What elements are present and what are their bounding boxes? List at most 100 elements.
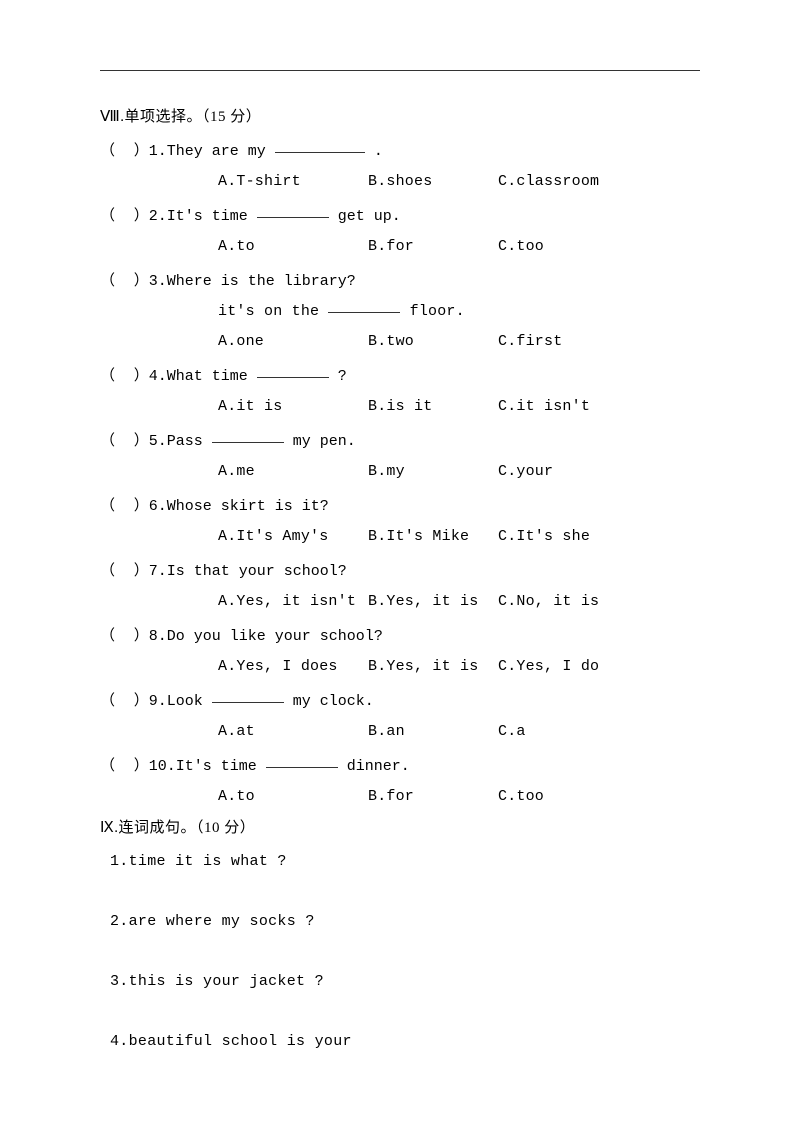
answer-blank-paren[interactable]: （ ）	[100, 628, 149, 644]
question-stem: （ ）10.It's time dinner.	[100, 751, 700, 782]
option-a[interactable]: A.me	[218, 457, 255, 487]
section-9-title: .连词成句。（10 分）	[114, 820, 255, 836]
top-rule	[100, 70, 700, 71]
answer-blank-paren[interactable]: （ ）	[100, 208, 149, 224]
options-row: A.me B.my C.your	[100, 457, 700, 487]
stem-text-after: .	[365, 143, 383, 160]
question-number: 8.	[149, 628, 167, 645]
question-number: 4.	[149, 368, 167, 385]
stem-line2-text: it's on the	[218, 303, 328, 320]
stem-text-after: dinner.	[338, 758, 410, 775]
option-c[interactable]: C.it isn't	[498, 392, 590, 422]
question-stem-line2: it's on the floor.	[100, 297, 700, 327]
question-number: 7.	[149, 563, 167, 580]
question-number: 1.	[149, 143, 167, 160]
answer-blank-paren[interactable]: （ ）	[100, 368, 149, 384]
stem-text: It's time	[167, 208, 257, 225]
question-number: 5.	[149, 433, 167, 450]
options-row: A.T-shirt B.shoes C.classroom	[100, 167, 700, 197]
fill-blank[interactable]	[257, 204, 329, 218]
stem-text: Is that your school?	[167, 563, 347, 580]
question-3: （ ）3.Where is the library?it's on the fl…	[100, 266, 700, 357]
option-b[interactable]: B.shoes	[368, 167, 432, 197]
option-b[interactable]: B.is it	[368, 392, 432, 422]
option-c[interactable]: C.too	[498, 232, 544, 262]
options-row: A.at B.an C.a	[100, 717, 700, 747]
option-b[interactable]: B.for	[368, 782, 414, 812]
question-number: 3.	[149, 273, 167, 290]
answer-blank-paren[interactable]: （ ）	[100, 758, 149, 774]
section-8-title: .单项选择。（15 分）	[120, 109, 261, 125]
answer-blank-paren[interactable]: （ ）	[100, 273, 149, 289]
option-a[interactable]: A.to	[218, 782, 255, 812]
stem-text: Where is the library?	[167, 273, 356, 290]
section-9-items: 1.time it is what ?2.are where my socks …	[100, 847, 700, 1057]
option-c[interactable]: C.classroom	[498, 167, 599, 197]
option-c[interactable]: C.your	[498, 457, 553, 487]
stem-text: Do you like your school?	[167, 628, 383, 645]
answer-blank-paren[interactable]: （ ）	[100, 563, 149, 579]
option-b[interactable]: B.two	[368, 327, 414, 357]
fill-blank[interactable]	[275, 139, 365, 153]
option-c[interactable]: C.Yes, I do	[498, 652, 599, 682]
question-stem: （ ）4.What time ?	[100, 361, 700, 392]
answer-blank-paren[interactable]: （ ）	[100, 433, 149, 449]
option-c[interactable]: C.a	[498, 717, 526, 747]
answer-blank-paren[interactable]: （ ）	[100, 693, 149, 709]
fill-blank[interactable]	[212, 689, 284, 703]
option-b[interactable]: B.an	[368, 717, 405, 747]
stem-text: It's time	[176, 758, 266, 775]
option-c[interactable]: C.No, it is	[498, 587, 599, 617]
options-row: A.to B.for C.too	[100, 232, 700, 262]
answer-blank-paren[interactable]: （ ）	[100, 498, 149, 514]
stem-text: Whose skirt is it?	[167, 498, 329, 515]
option-a[interactable]: A.at	[218, 717, 255, 747]
option-b[interactable]: B.It's Mike	[368, 522, 469, 552]
option-b[interactable]: B.for	[368, 232, 414, 262]
option-a[interactable]: A.Yes, I does	[218, 652, 338, 682]
options-row: A.it is B.is it C.it isn't	[100, 392, 700, 422]
section-8-heading: Ⅷ.单项选择。（15 分）	[100, 105, 700, 126]
option-b[interactable]: B.my	[368, 457, 405, 487]
option-a[interactable]: A.to	[218, 232, 255, 262]
option-a[interactable]: A.it is	[218, 392, 282, 422]
option-a[interactable]: A.Yes, it isn't	[218, 587, 356, 617]
question-stem: （ ）7.Is that your school?	[100, 556, 700, 587]
question-10: （ ）10.It's time dinner.A.to B.for C.too	[100, 751, 700, 812]
answer-blank-paren[interactable]: （ ）	[100, 143, 149, 159]
question-stem: （ ）3.Where is the library?	[100, 266, 700, 297]
option-b[interactable]: B.Yes, it is	[368, 587, 478, 617]
option-c[interactable]: C.It's she	[498, 522, 590, 552]
fill-blank[interactable]	[266, 754, 338, 768]
stem-text: What time	[167, 368, 257, 385]
options-row: A.to B.for C.too	[100, 782, 700, 812]
question-8: （ ）8.Do you like your school? A.Yes, I do…	[100, 621, 700, 682]
question-stem: （ ）5.Pass my pen.	[100, 426, 700, 457]
fill-blank[interactable]	[212, 429, 284, 443]
question-number: 6.	[149, 498, 167, 515]
fill-blank[interactable]	[257, 364, 329, 378]
section-9-roman: Ⅸ	[100, 820, 114, 836]
option-c[interactable]: C.first	[498, 327, 562, 357]
stem-text-after: my clock.	[284, 693, 374, 710]
option-a[interactable]: A.It's Amy's	[218, 522, 328, 552]
option-b[interactable]: B.Yes, it is	[368, 652, 478, 682]
stem-text-after: ?	[329, 368, 347, 385]
question-2: （ ）2.It's time get up.A.toB.forC.too	[100, 201, 700, 262]
option-c[interactable]: C.too	[498, 782, 544, 812]
question-5: （ ）5.Pass my pen.A.meB.myC.your	[100, 426, 700, 487]
stem-text-after: get up.	[329, 208, 401, 225]
question-number: 2.	[149, 208, 167, 225]
question-stem: （ ）6.Whose skirt is it?	[100, 491, 700, 522]
sentence-item-2: 2.are where my socks ?	[110, 907, 700, 937]
option-a[interactable]: A.one	[218, 327, 264, 357]
options-row: A.It's Amy's B.It's Mike C.It's she	[100, 522, 700, 552]
stem-text: Pass	[167, 433, 212, 450]
options-row: A.Yes, it isn't B.Yes, it is C.No, it is	[100, 587, 700, 617]
question-stem: （ ）9.Look my clock.	[100, 686, 700, 717]
question-stem: （ ）2.It's time get up.	[100, 201, 700, 232]
fill-blank[interactable]	[328, 299, 400, 313]
section-9-heading: Ⅸ.连词成句。（10 分）	[100, 816, 700, 837]
stem-text-after: my pen.	[284, 433, 356, 450]
option-a[interactable]: A.T-shirt	[218, 167, 301, 197]
